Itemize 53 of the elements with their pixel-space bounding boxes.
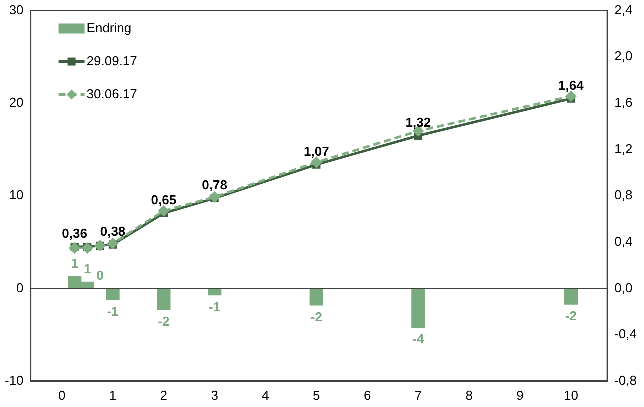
data-label: 0,38 (100, 224, 126, 239)
point (311, 157, 322, 168)
point (108, 238, 118, 249)
bar (564, 288, 578, 305)
x-tick-label: 1 (109, 388, 117, 403)
data-label: -2 (565, 308, 577, 324)
bar (310, 288, 324, 306)
bar (157, 288, 171, 310)
y-tick-label: 30 (9, 2, 24, 18)
y-tick-label: 10 (9, 188, 24, 203)
bar (106, 288, 120, 300)
y2-tick-label: 2,0 (614, 48, 633, 64)
legend-label: Endring (86, 20, 132, 36)
y-tick-label: 20 (9, 95, 24, 110)
y2-tick-label: 0,8 (614, 188, 633, 203)
data-label: 0 (96, 268, 104, 283)
data-label: 0,65 (151, 192, 177, 208)
x-tick-label: 5 (313, 388, 320, 403)
y2-tick-label: 0,0 (614, 280, 633, 296)
x-tick-label: 9 (516, 388, 524, 403)
x-tick-label: 4 (262, 388, 270, 403)
y2-tick-label: -0,8 (614, 372, 638, 388)
x-tick-label: 0 (58, 388, 66, 403)
legend-label: 30.06.17 (86, 86, 138, 102)
data-label: 1,64 (558, 78, 585, 93)
point (158, 206, 170, 216)
data-label: -1 (209, 299, 221, 314)
x-tick-label: 6 (364, 388, 372, 403)
y2-tick-label: 0,4 (614, 234, 633, 250)
data-label: 0,78 (202, 177, 228, 192)
legend-label: 29.09.17 (86, 53, 138, 68)
y-tick-label: -10 (4, 372, 24, 388)
x-tick-label: 8 (466, 388, 473, 403)
data-label: 1 (84, 261, 92, 276)
data-label: 1,07 (304, 144, 330, 159)
data-label: 0,36 (62, 226, 88, 242)
y2-tick-label: 1,2 (614, 141, 633, 156)
point (566, 91, 576, 102)
y2-tick-label: 1,6 (614, 95, 633, 110)
y-tick-label: 0 (16, 280, 24, 296)
x-tick-label: 7 (414, 388, 422, 403)
data-label: -2 (310, 310, 322, 325)
y2-tick-label: -0,4 (614, 326, 638, 342)
x-tick-label: 2 (160, 388, 168, 403)
bar (412, 288, 426, 328)
data-label: 1 (71, 256, 78, 271)
y2-tick-label: 2,4 (614, 2, 633, 18)
data-label: 1,32 (406, 114, 432, 130)
data-label: -1 (107, 304, 119, 319)
x-tick-label: 3 (211, 388, 218, 403)
data-label: -4 (412, 332, 426, 347)
x-tick-label: 10 (564, 388, 578, 403)
data-label: -2 (158, 314, 170, 330)
